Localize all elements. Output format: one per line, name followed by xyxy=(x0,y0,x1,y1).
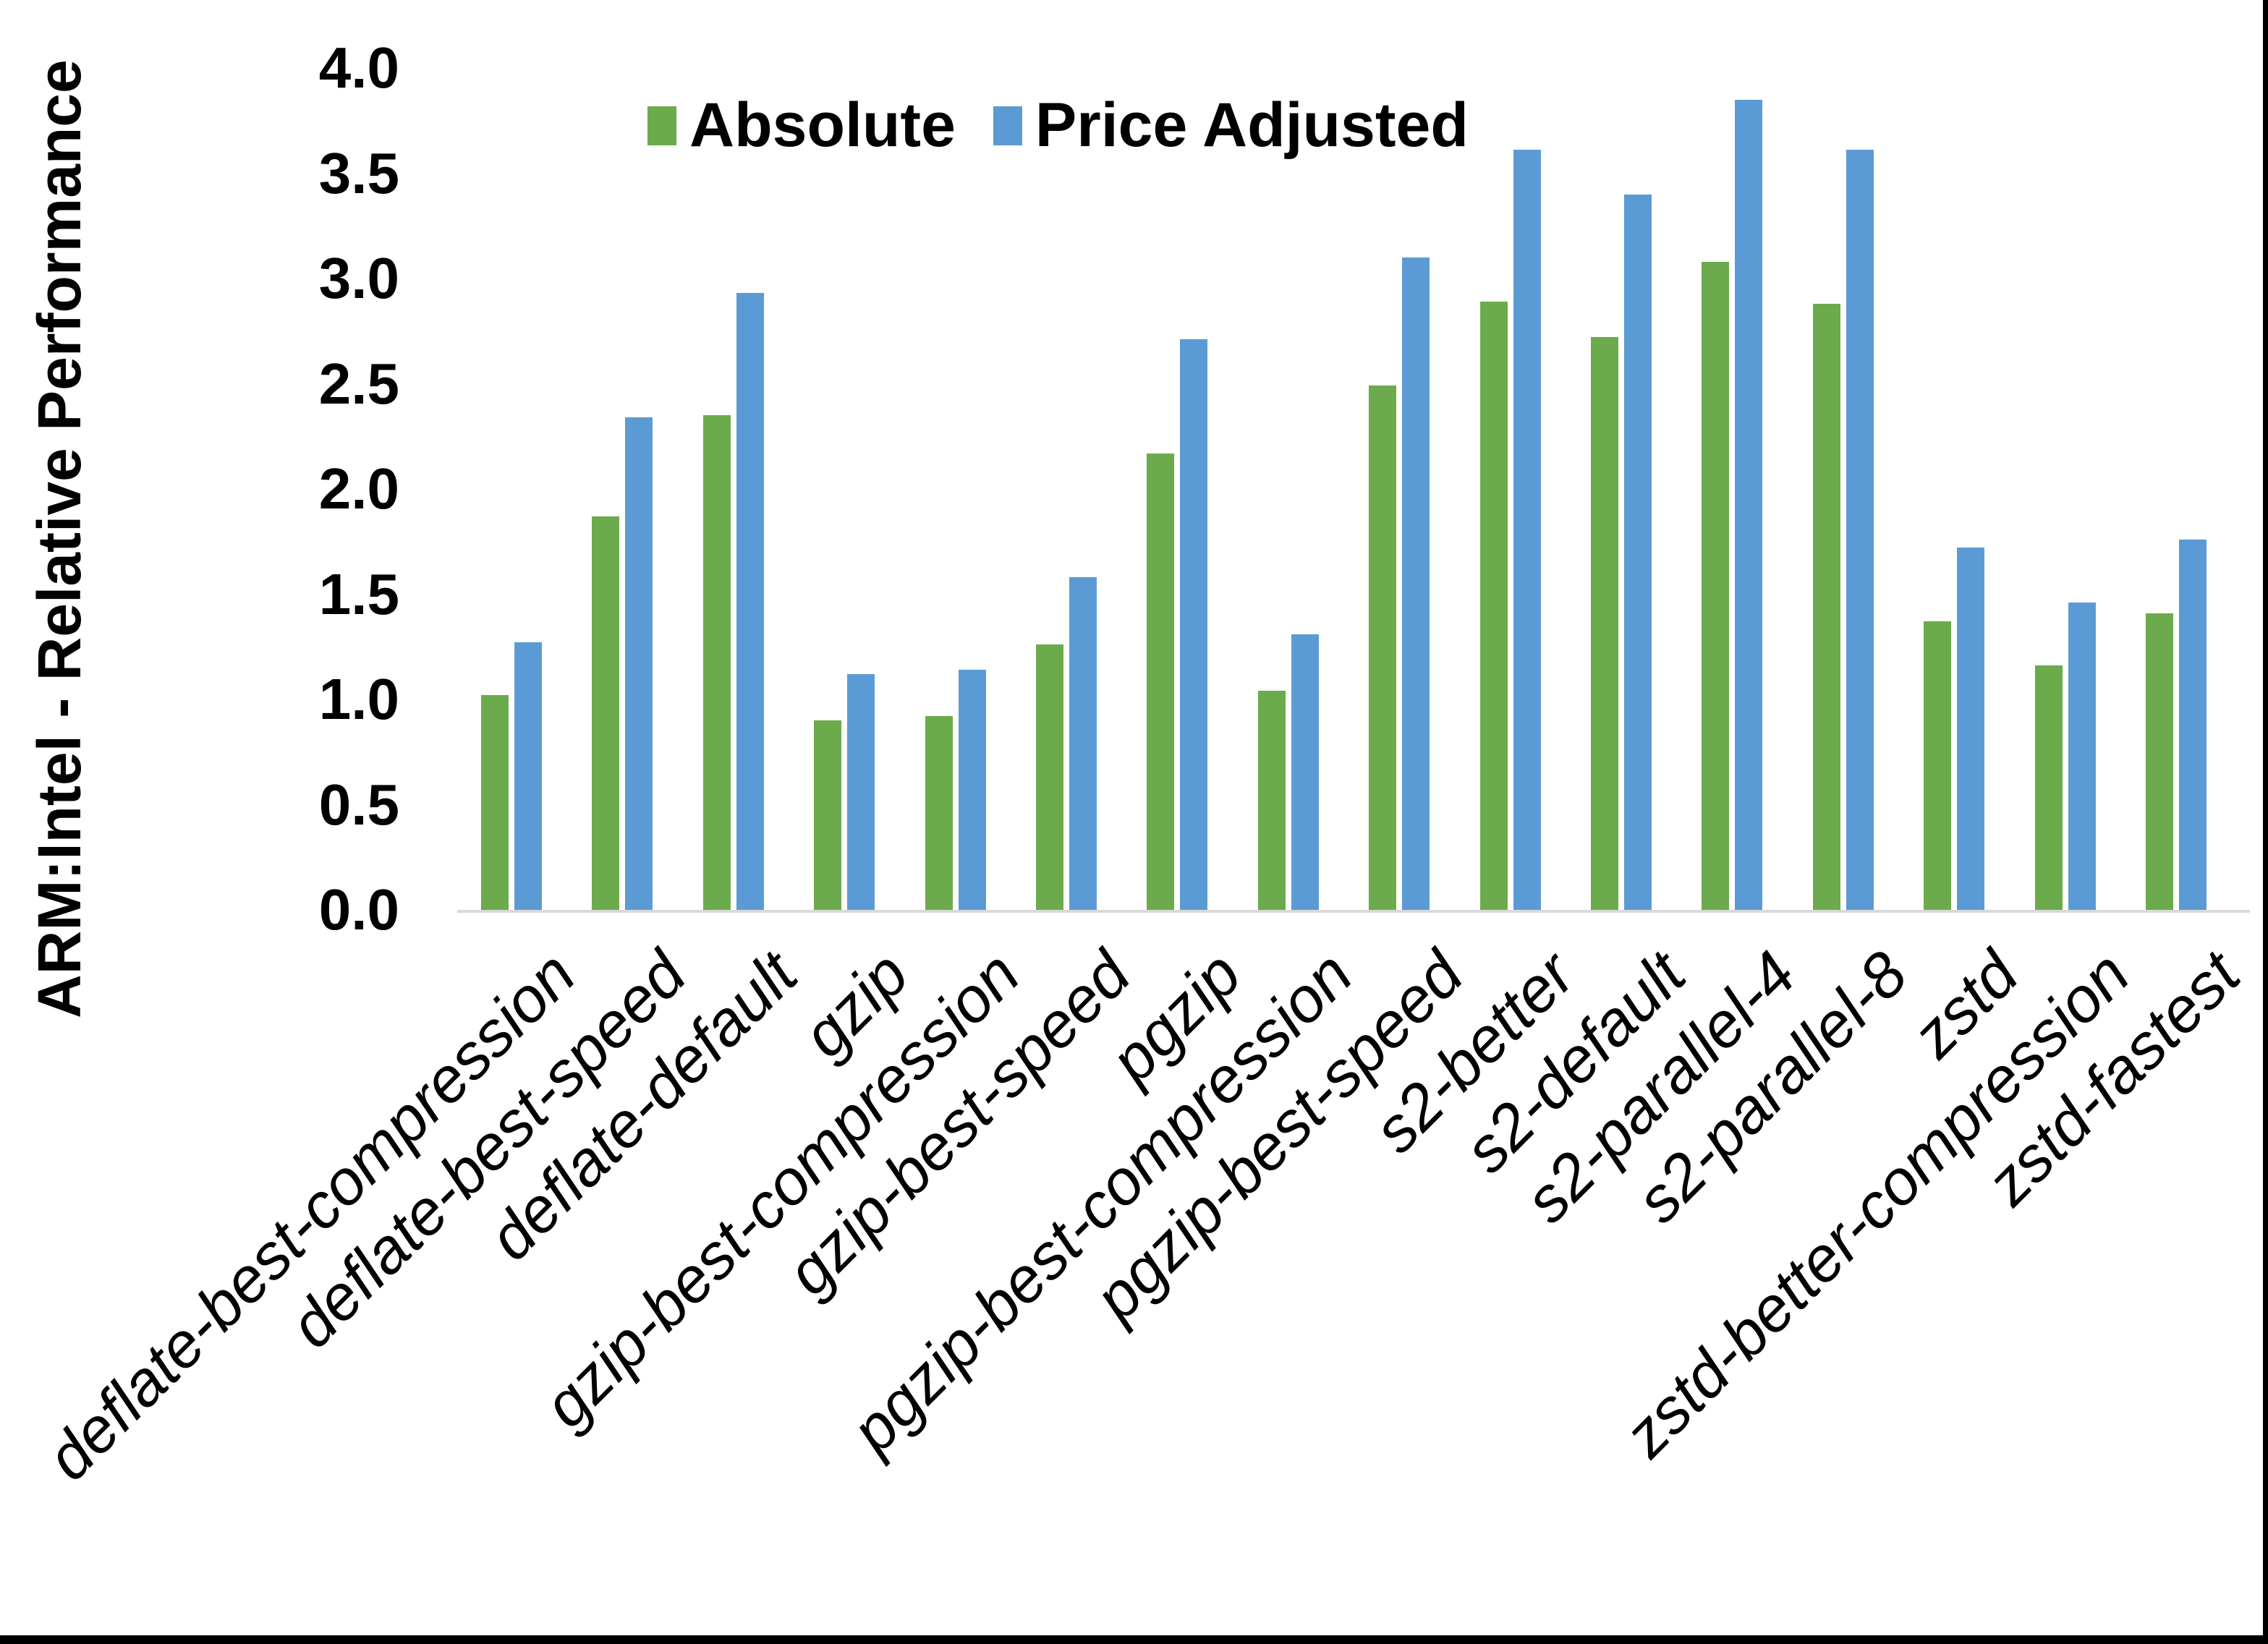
bottom-border xyxy=(0,1635,2268,1644)
bar-price-adjusted xyxy=(1069,577,1097,910)
bar-price-adjusted xyxy=(1624,195,1652,910)
bar-absolute xyxy=(1813,304,1840,910)
bar-absolute xyxy=(1258,691,1286,910)
bar-price-adjusted xyxy=(1402,257,1430,910)
y-tick-label: 4.0 xyxy=(318,35,399,100)
bar-price-adjusted xyxy=(736,293,764,910)
bar-price-adjusted xyxy=(1513,150,1541,910)
bar-absolute xyxy=(1147,453,1174,910)
y-tick-label: 0.5 xyxy=(318,772,399,837)
legend-item-price-adjusted: Price Adjusted xyxy=(993,90,1469,161)
legend-label-absolute: Absolute xyxy=(689,90,956,160)
bar-price-adjusted xyxy=(1180,339,1207,910)
y-tick-label: 2.5 xyxy=(318,351,399,416)
bar-absolute xyxy=(703,415,731,910)
legend-item-absolute: Absolute xyxy=(647,90,956,161)
y-tick-label: 0.0 xyxy=(318,877,399,942)
bar-price-adjusted xyxy=(1291,634,1319,910)
bar-price-adjusted xyxy=(514,642,542,910)
bar-absolute xyxy=(1480,302,1508,910)
bar-absolute xyxy=(2035,665,2063,910)
bar-price-adjusted xyxy=(1846,150,1874,910)
y-tick-label: 2.0 xyxy=(318,456,399,521)
bar-price-adjusted xyxy=(959,670,986,910)
right-border xyxy=(2263,0,2268,1644)
bar-absolute xyxy=(1924,621,1951,910)
bar-price-adjusted xyxy=(1957,548,1984,910)
legend-swatch-price-adjusted-icon xyxy=(993,106,1022,145)
bar-price-adjusted xyxy=(625,417,653,910)
bar-absolute xyxy=(925,716,953,910)
legend-label-price-adjusted: Price Adjusted xyxy=(1035,90,1469,160)
bar-absolute xyxy=(814,720,841,910)
bar-price-adjusted xyxy=(2179,540,2207,910)
y-tick-label: 3.0 xyxy=(318,246,399,310)
bar-absolute xyxy=(1369,386,1396,910)
y-tick-label: 1.0 xyxy=(318,667,399,731)
chart-legend: Absolute Price Adjusted xyxy=(647,90,1469,161)
bar-absolute xyxy=(592,516,619,910)
bar-absolute xyxy=(1036,644,1063,910)
bar-price-adjusted xyxy=(1735,100,1762,910)
bar-price-adjusted xyxy=(2068,602,2096,910)
legend-swatch-absolute-icon xyxy=(647,106,676,145)
y-tick-label: 3.5 xyxy=(318,140,399,205)
bar-absolute xyxy=(1591,337,1618,910)
bar-absolute xyxy=(2146,613,2173,910)
y-axis-title: ARM:Intel - Relative Performance xyxy=(25,59,93,1018)
y-tick-label: 1.5 xyxy=(318,561,399,626)
bar-price-adjusted xyxy=(847,674,875,910)
bar-absolute xyxy=(1702,262,1729,910)
bar-absolute xyxy=(481,695,509,910)
x-axis-line xyxy=(457,910,2250,913)
